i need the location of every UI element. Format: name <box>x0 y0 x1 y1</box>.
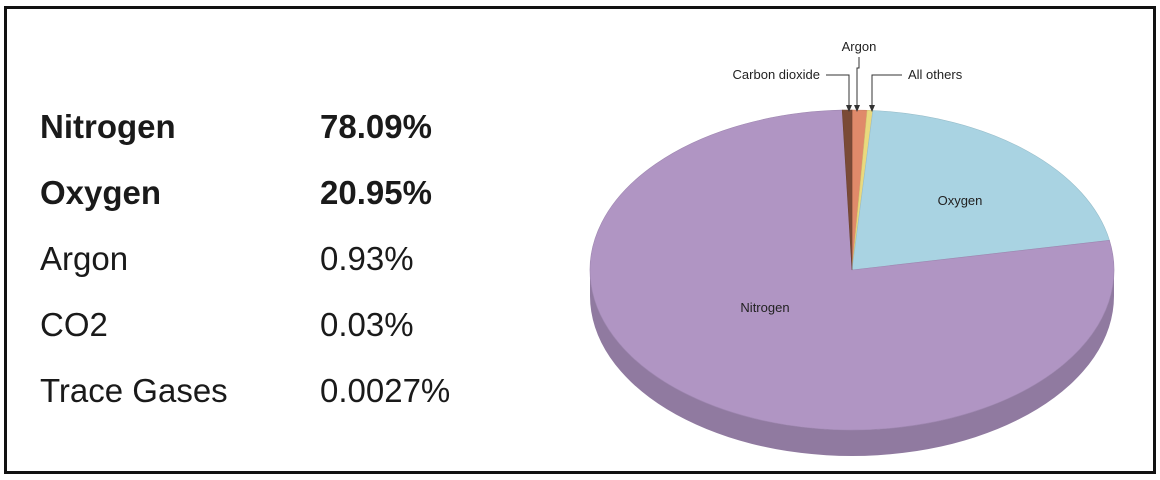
table-row-nitrogen: Nitrogen 78.09% <box>40 108 520 174</box>
callout-label-argon: Argon <box>842 39 877 54</box>
gas-percent: 0.03% <box>320 306 414 343</box>
pie-slice-carbon-dioxide <box>841 109 853 271</box>
gas-percent: 0.93% <box>320 240 414 277</box>
gas-percent: 0.0027% <box>320 372 451 409</box>
gas-name: Trace Gases <box>40 372 228 409</box>
arrow-carbon-dioxide <box>846 105 852 112</box>
slice-label-nitrogen: Nitrogen <box>740 300 789 315</box>
gas-percent: 78.09% <box>320 108 432 145</box>
table-row-trace-gases: Trace Gases 0.0027% <box>40 372 520 438</box>
gas-name: CO2 <box>40 306 108 343</box>
pie-slice-nitrogen <box>589 109 1115 431</box>
pie-chart: Oxygen Nitrogen Argon Carbon dioxide All oth… <box>589 39 1115 456</box>
gas-name: Nitrogen <box>40 108 176 145</box>
arrow-all-others <box>869 105 875 112</box>
pie-side-walls <box>590 270 1114 456</box>
table-row-argon: Argon 0.93% <box>40 240 520 306</box>
table-row-co2: CO2 0.03% <box>40 306 520 372</box>
pie-slices <box>589 109 1115 431</box>
pie-labels: Oxygen Nitrogen Argon Carbon dioxide All oth… <box>733 39 983 315</box>
leader-line-carbon-dioxide <box>826 74 850 110</box>
callout-label-all-others: All others <box>908 67 963 82</box>
table-row-oxygen: Oxygen 20.95% <box>40 174 520 240</box>
gas-name: Argon <box>40 240 129 277</box>
arrow-argon <box>854 105 860 112</box>
callout-label-carbon-dioxide: Carbon dioxide <box>733 67 820 82</box>
pie-slice-oxygen <box>851 110 1110 271</box>
pie-side-nitrogen <box>590 270 1114 456</box>
slice-label-oxygen: Oxygen <box>938 193 983 208</box>
gas-name: Oxygen <box>40 174 162 211</box>
gas-percent: 20.95% <box>320 174 432 211</box>
composition-table: Nitrogen 78.09% Oxygen 20.95% Argon 0.93… <box>40 108 520 438</box>
leader-line-all-others <box>871 74 902 110</box>
leader-line-argon <box>856 57 860 110</box>
